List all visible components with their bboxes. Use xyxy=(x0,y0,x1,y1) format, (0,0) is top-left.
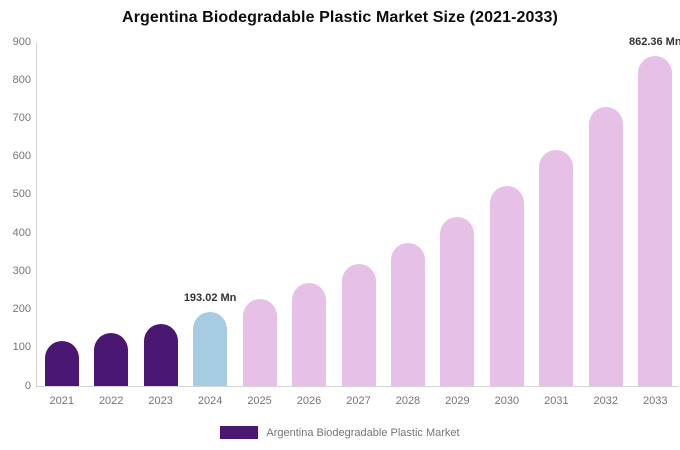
y-tick-label: 800 xyxy=(12,73,31,86)
bar-2024[interactable] xyxy=(193,312,228,386)
bar-2023[interactable] xyxy=(143,323,178,386)
bar-2026[interactable] xyxy=(292,283,327,386)
bar-2025[interactable] xyxy=(242,298,277,386)
bar-2032[interactable] xyxy=(588,106,623,386)
x-tick-label-2032: 2032 xyxy=(593,395,619,407)
bar-2021[interactable] xyxy=(44,341,79,386)
bar-2028[interactable] xyxy=(390,242,425,386)
x-tick-label-2021: 2021 xyxy=(49,395,74,407)
y-tick-label: 500 xyxy=(12,188,31,201)
bar-2031[interactable] xyxy=(539,149,574,386)
value-label-2024: 193.02 Mn xyxy=(183,292,237,305)
bar-2029[interactable] xyxy=(440,216,475,386)
chart-title: Argentina Biodegradable Plastic Market S… xyxy=(122,9,558,26)
x-tick-label-2025: 2025 xyxy=(247,395,272,407)
x-tick-label-2023: 2023 xyxy=(148,395,173,407)
legend: Argentina Biodegradable Plastic Market xyxy=(0,426,680,439)
y-tick-label: 100 xyxy=(12,341,31,354)
x-tick-label-2027: 2027 xyxy=(346,395,371,407)
value-label-2033: 862.36 Mn xyxy=(628,36,680,49)
plot-area: 2021 2022 2023 2024 193.02 Mn 2025 2026 2027 202… xyxy=(37,0,680,450)
y-tick-label: 0 xyxy=(24,379,31,392)
y-tick-label: 200 xyxy=(12,303,31,316)
x-tick-label-2031: 2031 xyxy=(544,395,569,407)
x-tick-label-2033: 2033 xyxy=(643,395,668,407)
x-axis-line xyxy=(36,386,678,387)
legend-swatch[interactable] xyxy=(220,426,259,439)
x-tick-label-2028: 2028 xyxy=(395,395,421,407)
y-axis-line xyxy=(36,42,37,386)
x-tick-label-2024: 2024 xyxy=(197,395,223,407)
y-tick-label: 700 xyxy=(12,111,31,124)
x-tick-label-2029: 2029 xyxy=(445,395,470,407)
y-tick-label: 400 xyxy=(12,226,31,239)
y-tick-label: 300 xyxy=(12,264,31,277)
bar-2030[interactable] xyxy=(489,186,524,386)
x-tick-label-2030: 2030 xyxy=(494,395,520,407)
legend-label[interactable]: Argentina Biodegradable Plastic Market xyxy=(266,426,460,439)
bar-2033[interactable] xyxy=(638,56,673,386)
bar-2022[interactable] xyxy=(94,333,129,386)
bar-2027[interactable] xyxy=(341,264,376,386)
x-tick-label-2022: 2022 xyxy=(98,395,124,407)
y-tick-label: 900 xyxy=(12,35,31,48)
x-tick-label-2026: 2026 xyxy=(296,395,322,407)
y-tick-label: 600 xyxy=(12,150,31,163)
